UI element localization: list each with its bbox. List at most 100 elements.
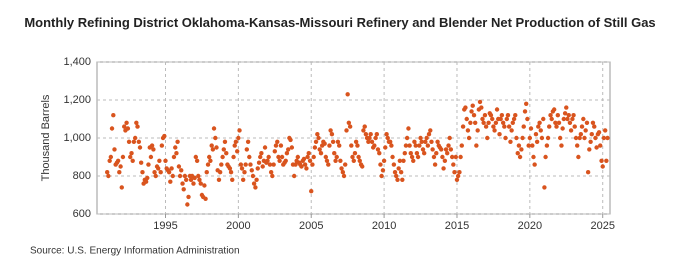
point xyxy=(349,143,354,148)
point xyxy=(524,101,529,107)
point xyxy=(465,128,471,133)
point xyxy=(293,162,298,167)
point xyxy=(157,158,162,163)
point xyxy=(131,139,137,144)
point xyxy=(394,173,399,179)
point xyxy=(373,135,378,141)
point xyxy=(315,132,320,137)
point xyxy=(251,181,257,186)
point xyxy=(173,145,178,150)
point xyxy=(333,158,338,163)
point xyxy=(271,162,276,167)
point xyxy=(367,135,372,141)
point xyxy=(138,160,144,165)
point xyxy=(186,194,191,200)
point xyxy=(604,158,609,163)
point xyxy=(564,105,569,110)
point xyxy=(408,151,413,156)
point xyxy=(445,151,450,156)
point xyxy=(425,143,431,148)
point xyxy=(555,113,561,118)
point xyxy=(426,132,432,137)
point xyxy=(313,139,319,144)
point xyxy=(330,139,336,144)
point xyxy=(375,147,381,152)
point xyxy=(368,132,373,137)
point xyxy=(176,164,182,169)
point xyxy=(447,135,452,141)
point xyxy=(451,162,456,167)
point xyxy=(443,147,449,152)
point xyxy=(232,143,237,148)
point xyxy=(208,158,213,163)
point xyxy=(254,177,259,182)
point xyxy=(522,109,528,114)
point xyxy=(480,116,485,122)
point xyxy=(111,113,116,118)
point xyxy=(421,151,427,156)
point xyxy=(353,139,359,144)
plot-frame xyxy=(96,61,611,215)
point xyxy=(265,158,270,163)
point xyxy=(474,143,479,148)
point xyxy=(511,116,517,122)
point xyxy=(579,124,585,129)
point xyxy=(545,135,551,141)
point xyxy=(317,147,322,152)
point xyxy=(295,154,301,160)
point xyxy=(140,170,145,175)
point xyxy=(412,139,417,144)
point xyxy=(194,158,200,163)
point xyxy=(322,141,327,146)
point xyxy=(556,120,562,126)
point xyxy=(256,160,262,165)
point xyxy=(126,139,132,144)
point xyxy=(557,135,563,141)
point xyxy=(316,135,321,141)
point xyxy=(582,135,587,141)
point xyxy=(136,139,142,144)
point xyxy=(384,132,389,137)
point xyxy=(306,151,311,156)
point xyxy=(129,151,134,156)
point xyxy=(576,154,581,160)
point xyxy=(284,151,290,156)
point xyxy=(449,154,455,160)
point xyxy=(435,139,440,144)
point xyxy=(593,135,598,141)
point xyxy=(513,113,518,118)
point xyxy=(526,143,531,148)
point xyxy=(483,124,489,129)
point xyxy=(468,120,473,126)
point xyxy=(464,116,469,122)
point xyxy=(442,158,448,163)
point xyxy=(508,139,513,144)
point xyxy=(549,116,554,122)
point xyxy=(214,145,219,150)
point xyxy=(411,158,416,163)
point xyxy=(360,164,365,169)
point xyxy=(158,170,163,175)
point xyxy=(339,166,344,171)
point xyxy=(383,145,388,150)
point xyxy=(233,139,239,144)
point xyxy=(148,154,154,160)
point xyxy=(128,154,133,160)
point xyxy=(260,164,265,169)
point xyxy=(240,177,246,182)
point xyxy=(519,147,524,152)
point xyxy=(520,135,525,141)
point xyxy=(244,147,250,152)
point xyxy=(132,135,138,141)
point xyxy=(124,120,129,126)
point xyxy=(572,124,577,129)
point xyxy=(335,139,341,144)
point xyxy=(267,162,273,167)
point xyxy=(220,154,225,160)
point xyxy=(454,177,460,182)
point xyxy=(515,151,520,156)
point xyxy=(374,132,380,137)
point xyxy=(286,147,291,152)
point xyxy=(183,177,189,182)
